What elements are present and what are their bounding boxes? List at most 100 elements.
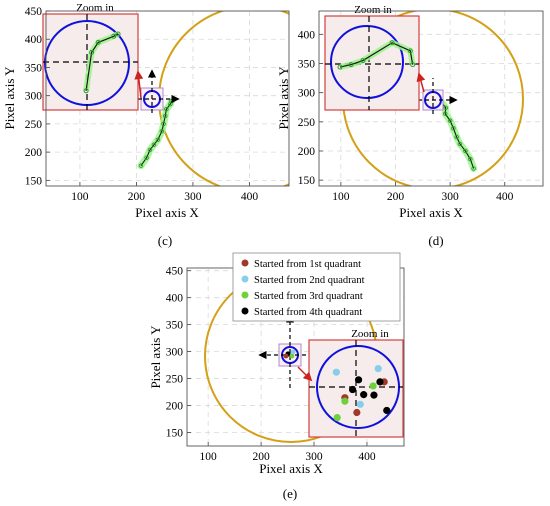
zoom-trajectory-point xyxy=(348,62,354,68)
zoom-label: Zoom in xyxy=(351,328,389,340)
x-tick-label: 400 xyxy=(496,191,514,203)
target-d xyxy=(418,78,458,114)
zoom-trajectory-point xyxy=(83,88,89,94)
y-tick-label: 300 xyxy=(25,91,43,103)
target-dot-q2 xyxy=(290,349,296,355)
legend-label-q4: Started from 4th quadrant xyxy=(254,307,362,318)
ylabel-c: Pixel axis Y xyxy=(2,66,17,130)
axes-c: 100 200 300 400 150 200 250 300 350 400 450 xyxy=(25,6,290,203)
zoom-trajectory-point xyxy=(111,33,117,39)
panel-e: Zoom in 100 200 300 400 150 200 250 300 350 400 45… xyxy=(148,252,405,501)
y-tick-label: 350 xyxy=(25,62,43,74)
zoom-path-d xyxy=(337,39,416,70)
y-tick-label: 450 xyxy=(25,6,43,18)
xlabel-e: Pixel axis X xyxy=(259,461,323,476)
ylabel-d: Pixel axis Y xyxy=(276,66,291,130)
y-tick-label: 150 xyxy=(298,175,316,187)
trajectory-point xyxy=(164,106,169,112)
end-point-q2 xyxy=(332,368,340,376)
zoom-box xyxy=(324,15,420,111)
trajectory-point xyxy=(447,118,453,123)
axes-d: 100 200 300 400 150 200 250 300 350 400 xyxy=(298,10,544,203)
trajectory-point xyxy=(468,156,473,162)
x-tick-label: 300 xyxy=(305,451,323,463)
trajectory-point xyxy=(442,111,448,116)
end-point-q4 xyxy=(354,376,363,384)
legend-label-q1: Started from 1st quadrant xyxy=(254,259,361,270)
zoom-trajectory-point xyxy=(407,48,413,54)
workspace-circle xyxy=(158,11,289,186)
end-point-q4 xyxy=(370,391,378,399)
zoom-callout-arrow xyxy=(297,366,313,382)
zoom-label: Zoom in xyxy=(354,4,392,16)
y-tick-label: 300 xyxy=(166,347,184,359)
y-tick-label: 150 xyxy=(166,428,184,440)
legend-label-q3: Started from 3rd quadrant xyxy=(254,291,363,302)
y-tick-label: 150 xyxy=(25,175,43,187)
legend-e: Started from 1st quadrant Started from 2… xyxy=(232,252,401,322)
y-tick-label: 300 xyxy=(298,88,316,100)
end-point-q1 xyxy=(353,408,361,417)
x-tick-label: 100 xyxy=(332,191,350,203)
zoom-callout-arrow xyxy=(416,72,426,93)
y-tick-label: 400 xyxy=(298,29,316,41)
zoom-trajectory-point xyxy=(389,40,395,46)
grid-c xyxy=(46,10,289,186)
trajectory-point xyxy=(457,141,463,147)
trajectory-point xyxy=(144,155,149,161)
big-circle-c xyxy=(158,11,289,186)
zoom-points-e xyxy=(332,364,391,422)
axes-e: 100 200 300 400 150 200 250 300 350 400 450 xyxy=(166,266,405,463)
x-tick-label: 200 xyxy=(128,191,146,203)
path-c xyxy=(137,97,175,170)
zoom-e: Zoom in xyxy=(297,328,404,438)
trajectory-point xyxy=(151,142,157,148)
trajectory-point xyxy=(454,134,459,140)
zoom-trajectory-point xyxy=(337,64,343,70)
zoom-trajectory-point xyxy=(115,31,121,37)
panel-label-e: (e) xyxy=(283,486,297,501)
trajectory-point xyxy=(147,147,153,153)
end-point-q4 xyxy=(383,406,391,415)
y-tick-label: 350 xyxy=(298,59,316,71)
y-tick-label: 200 xyxy=(298,146,316,158)
target-c xyxy=(138,69,180,113)
x-tick-label: 400 xyxy=(358,451,376,463)
trajectory-point xyxy=(463,148,468,154)
zoom-label: Zoom in xyxy=(76,2,114,14)
end-point-q4 xyxy=(376,378,384,386)
target-dot-q1 xyxy=(283,353,289,359)
x-tick-label: 100 xyxy=(71,191,89,203)
zoom-d: Zoom in xyxy=(324,4,426,111)
x-tick-label: 300 xyxy=(441,191,459,203)
legend-marker-q2 xyxy=(241,275,249,283)
legend-label-q2: Started from 2nd quadrant xyxy=(254,275,365,286)
legend-marker-q4 xyxy=(241,307,249,315)
zoom-path-c xyxy=(83,31,121,94)
xlabel-d: Pixel axis X xyxy=(399,205,463,220)
xlabel-c: Pixel axis X xyxy=(135,205,199,220)
x-tick-label: 400 xyxy=(241,191,259,203)
end-point-q3 xyxy=(369,382,377,390)
x-tick-label: 300 xyxy=(184,191,202,203)
y-tick-label: 250 xyxy=(298,117,316,129)
legend-marker-q3 xyxy=(241,291,249,299)
axes-frame xyxy=(45,10,290,187)
y-tick-label: 200 xyxy=(166,401,184,413)
y-tick-label: 250 xyxy=(166,374,184,386)
x-tick-label: 100 xyxy=(200,451,218,463)
zoom-circle xyxy=(330,25,404,99)
y-tick-label: 450 xyxy=(166,266,184,278)
axes-frame xyxy=(318,10,544,187)
panel-c: Zoom in 100 200 300 400 150 200 250 300 350 400 45… xyxy=(2,2,290,248)
zoom-trajectory-point xyxy=(89,49,95,55)
end-point-q2 xyxy=(374,364,382,373)
trajectory-point xyxy=(138,163,144,168)
trajectory-point xyxy=(155,137,161,142)
y-tick-label: 400 xyxy=(25,34,43,46)
y-tick-label: 200 xyxy=(25,147,43,159)
x-tick-label: 200 xyxy=(252,451,270,463)
legend-marker-q1 xyxy=(241,259,249,267)
x-tick-label: 200 xyxy=(387,191,405,203)
